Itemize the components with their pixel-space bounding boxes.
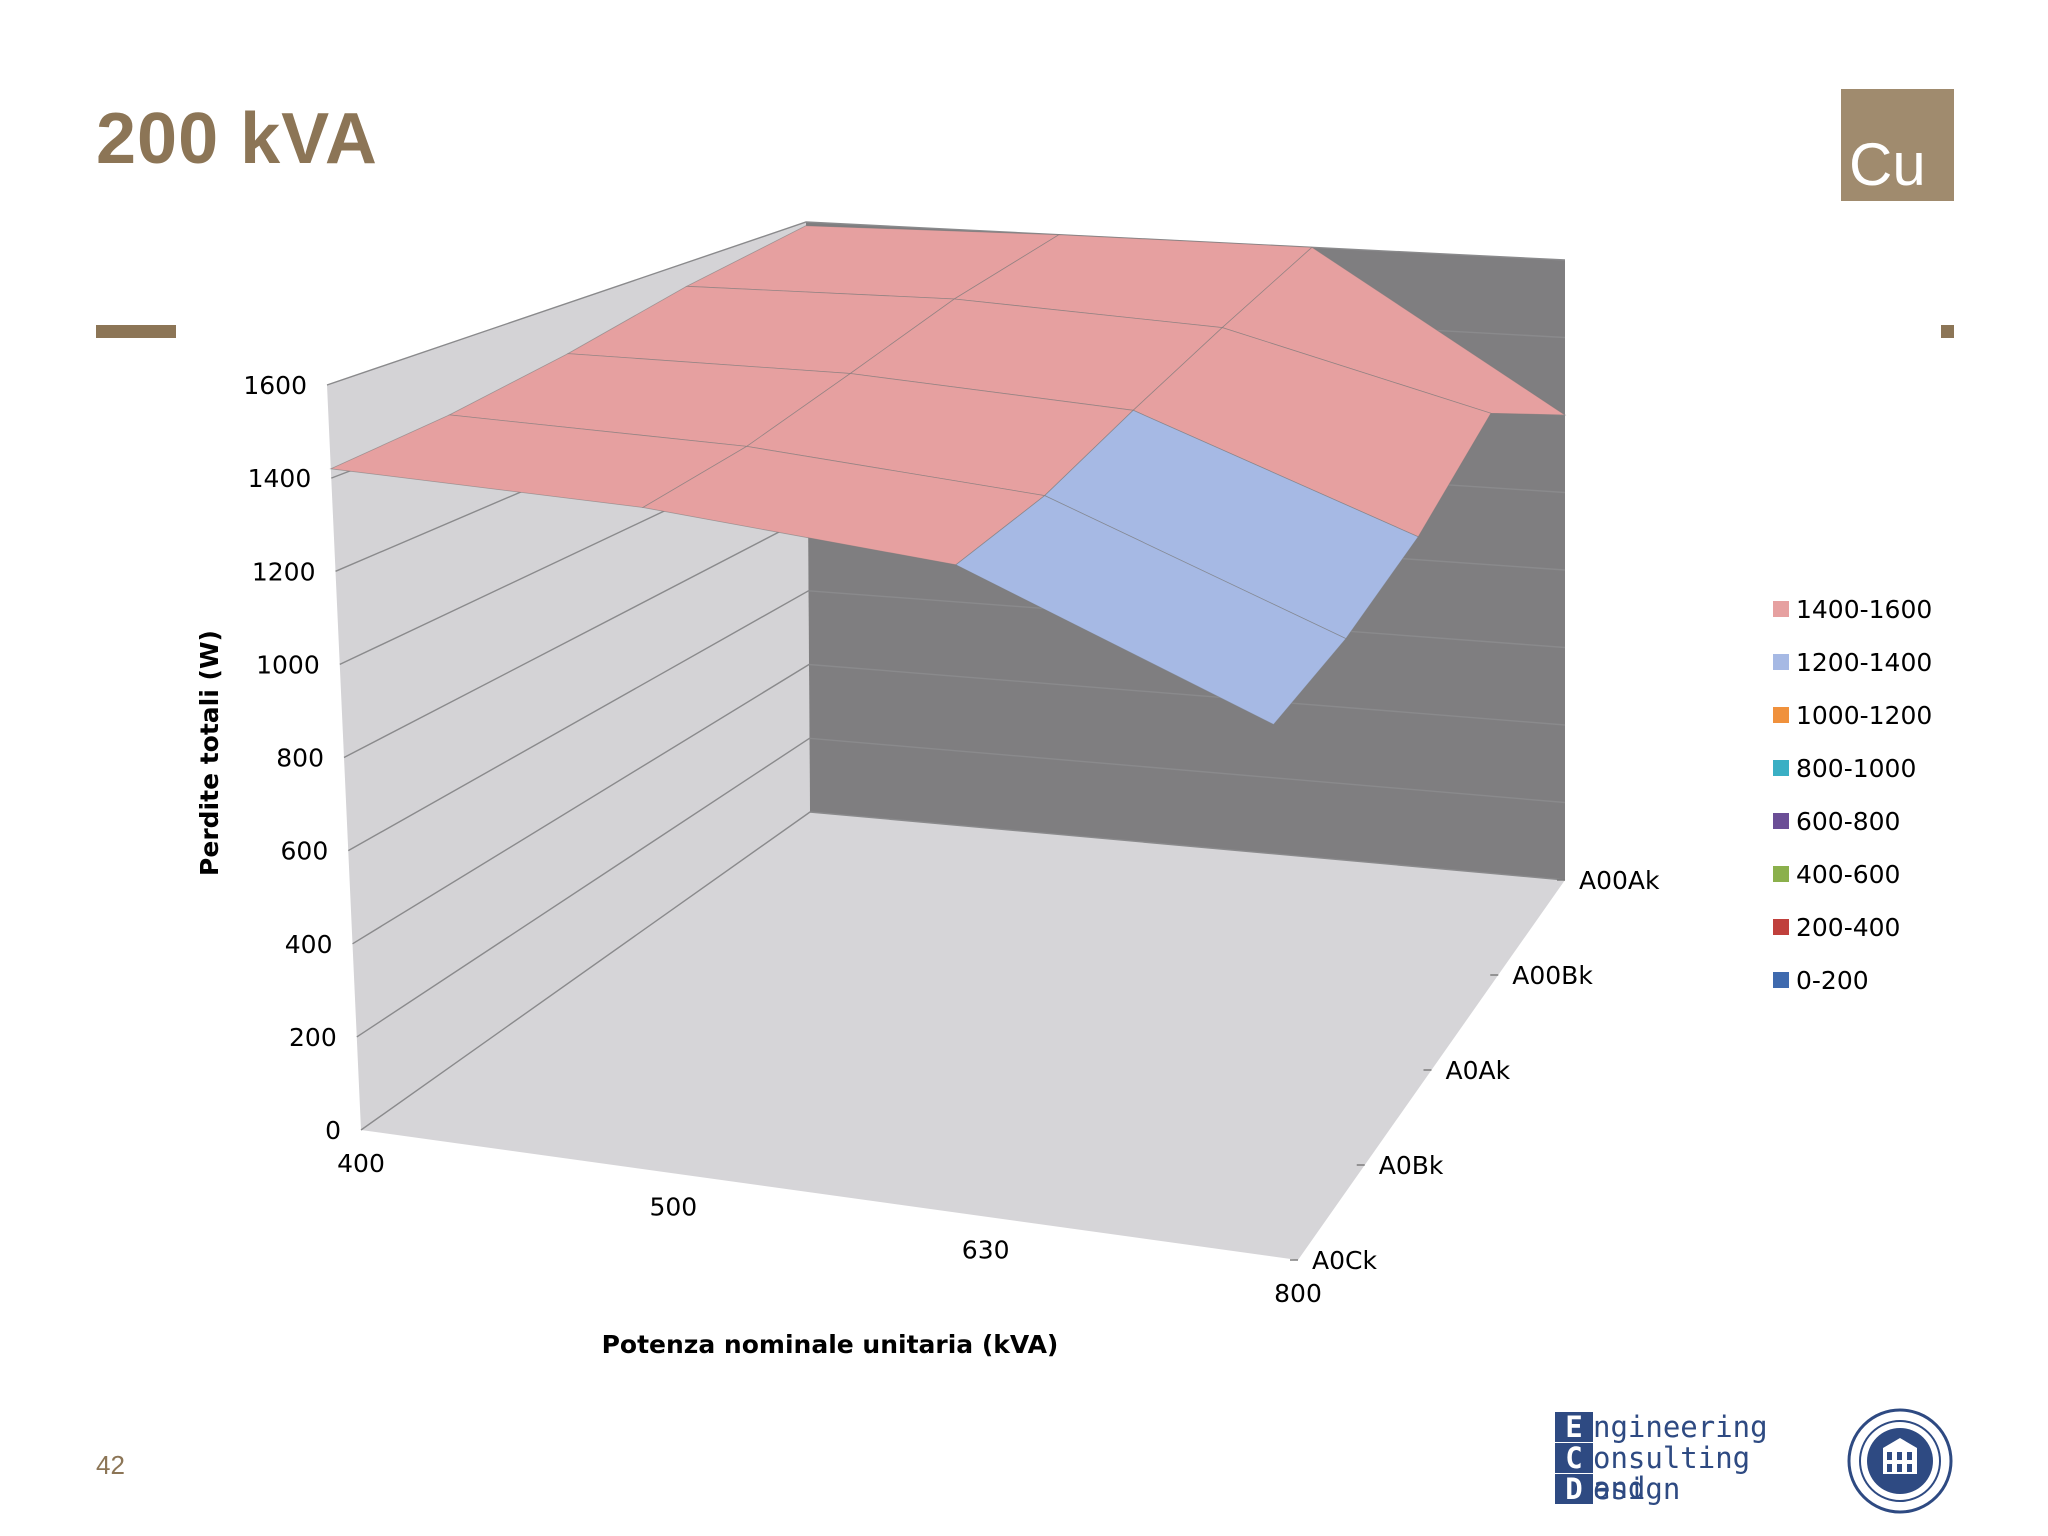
logo-initial-c: C	[1555, 1443, 1593, 1473]
logo-line-1: ngineering	[1593, 1410, 1768, 1444]
z-gridline	[360, 811, 1566, 1131]
depth-tick-label: A0Ak	[1446, 1056, 1511, 1085]
z-tick-label: 200	[289, 1023, 337, 1052]
y-axis-title: Perdite totali (W)	[195, 630, 224, 876]
surface-patch	[955, 495, 1347, 725]
legend-label: 0-200	[1796, 966, 1869, 995]
depth-tick-label: A0Bk	[1379, 1151, 1444, 1180]
chart-surface	[329, 225, 1567, 725]
z-gridline	[356, 737, 1566, 1038]
legend-swatch	[1773, 601, 1789, 617]
material-badge: Cu	[1841, 89, 1954, 201]
logo-line-2: onsulting and	[1593, 1441, 1751, 1505]
chart-axes: 0 200 400 600 800 1000 1200 1400 1600 400 500 630 80…	[195, 371, 1660, 1359]
z-tick-label: 0	[325, 1116, 341, 1145]
z-tick-label: 800	[276, 744, 324, 773]
z-tick-label: 1200	[252, 557, 316, 586]
page-number: 42	[96, 1450, 125, 1480]
z-tick-label: 1000	[256, 650, 320, 679]
x-tick-label: 800	[1274, 1279, 1322, 1308]
x-tick-label: 400	[337, 1149, 385, 1178]
depth-tick-label: A00Ak	[1579, 866, 1660, 895]
legend-swatch	[1773, 919, 1789, 935]
x-tick-label: 500	[649, 1192, 697, 1221]
legend-swatch	[1773, 972, 1789, 988]
legend-label: 400-600	[1796, 860, 1900, 889]
material-badge-label: Cu	[1849, 131, 1926, 198]
legend-label: 1000-1200	[1796, 701, 1932, 730]
logo-line-3: esign	[1593, 1472, 1681, 1506]
z-tick-label: 1600	[243, 371, 307, 400]
chart-floor	[361, 812, 1565, 1260]
z-tick-label: 400	[285, 930, 333, 959]
depth-tick-label: A00Bk	[1512, 961, 1593, 990]
z-tick-label: 1400	[248, 464, 312, 493]
slide-title: 200 kVA	[96, 99, 378, 179]
title-rule-left	[96, 325, 176, 338]
legend-swatch	[1773, 707, 1789, 723]
legend-label: 200-400	[1796, 913, 1900, 942]
x-axis-title: Potenza nominale unitaria (kVA)	[602, 1330, 1059, 1359]
title-rule-right	[1941, 325, 1954, 338]
z-gridline	[352, 663, 1566, 945]
legend-swatch	[1773, 813, 1789, 829]
legend-swatch	[1773, 654, 1789, 670]
legend-label: 600-800	[1796, 807, 1900, 836]
legend-label: 1400-1600	[1796, 595, 1932, 624]
legend-swatch	[1773, 760, 1789, 776]
x-tick-label: 630	[962, 1236, 1010, 1265]
logo-initial-d: D	[1555, 1474, 1593, 1504]
depth-tick-label: A0Ck	[1312, 1246, 1377, 1275]
legend-swatch	[1773, 866, 1789, 882]
legend-label: 800-1000	[1796, 754, 1916, 783]
z-tick-label: 600	[281, 837, 329, 866]
legend-label: 1200-1400	[1796, 648, 1932, 677]
university-seal-icon	[1847, 1408, 1953, 1514]
logo-initial-e: E	[1555, 1412, 1593, 1442]
chart-legend: 1400-1600 1200-1400 1000-1200 800-1000 600-8…	[1773, 595, 1932, 995]
